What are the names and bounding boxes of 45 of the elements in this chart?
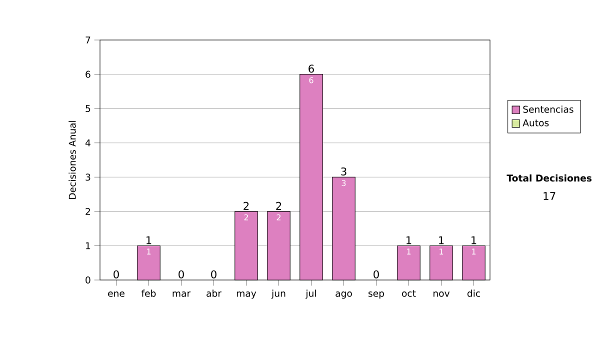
- x-tick-label: abr: [206, 290, 222, 297]
- x-tick-label: mar: [172, 291, 191, 297]
- total-label: 1: [406, 236, 412, 244]
- y-tick-label: 3: [86, 174, 90, 181]
- x-tick-label: dic: [467, 290, 480, 297]
- x-tick-label: jun: [271, 290, 286, 299]
- y-tick-label: 7: [86, 36, 90, 44]
- x-tick-label: sep: [368, 291, 384, 299]
- text: 17: [544, 192, 556, 200]
- x-tick-label: ago: [336, 291, 352, 299]
- x-tick-label: oct: [402, 290, 416, 297]
- data-label: 6: [309, 77, 314, 84]
- total-label: 1: [472, 236, 476, 244]
- x-tick-label: may: [236, 291, 256, 299]
- total-label: 3: [341, 167, 346, 176]
- data-label: 2: [244, 214, 248, 220]
- total-label: 0: [114, 270, 119, 278]
- y-tick-label: 2: [86, 208, 90, 215]
- x-tick-label: feb: [141, 290, 156, 297]
- total-label: 0: [178, 270, 184, 278]
- total-label: 1: [439, 236, 444, 244]
- data-label: 1: [407, 248, 411, 254]
- x-tick-label: jul: [306, 290, 316, 299]
- y-tick-label: 4: [85, 139, 90, 146]
- total-label: 6: [308, 64, 314, 73]
- total-label: 1: [146, 236, 152, 244]
- y-tick-label: 0: [86, 276, 90, 284]
- x-tick-label: ene: [108, 291, 124, 297]
- total-label: 2: [244, 202, 249, 210]
- y-tick-label: 1: [86, 242, 90, 250]
- x-tick-label: nov: [434, 291, 450, 297]
- data-label: 2: [276, 214, 280, 220]
- legend-label: Sentencias: [523, 106, 574, 113]
- total-label: 0: [374, 270, 379, 278]
- y-axis-title: Decisiones Anual: [68, 120, 76, 199]
- data-label: 1: [440, 248, 444, 254]
- data-label: 3: [342, 180, 346, 186]
- y-tick-label: 6: [86, 70, 90, 78]
- total-label: 2: [276, 202, 282, 210]
- text: Total Decisiones: [506, 174, 592, 182]
- y-tick-label: 5: [86, 105, 90, 112]
- data-label: 1: [147, 248, 151, 254]
- total-label: 0: [211, 270, 216, 278]
- legend-label: Autos: [522, 119, 549, 126]
- data-label: 1: [472, 248, 476, 254]
